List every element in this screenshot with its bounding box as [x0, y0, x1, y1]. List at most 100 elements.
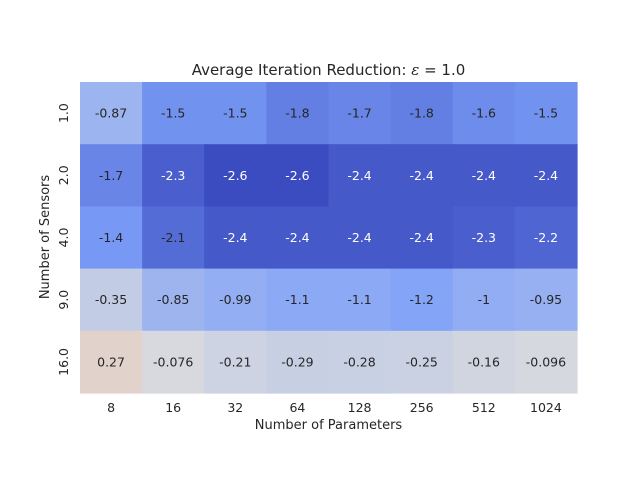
heatmap-cell-value-label: -1.5 — [223, 106, 247, 121]
chart-title-math-rest: = 1.0 — [419, 61, 465, 79]
heatmap-cell-value-label: -2.3 — [472, 230, 496, 245]
heatmap-cell-value-label: -0.096 — [526, 354, 566, 369]
heatmap-cell — [80, 330, 143, 394]
heatmap-cell — [452, 330, 516, 394]
heatmap-cell-value-label: -2.4 — [347, 168, 371, 183]
heatmap-cell — [390, 330, 454, 394]
heatmap-cell — [390, 144, 454, 207]
heatmap-cell-value-label: -2.4 — [347, 230, 371, 245]
heatmap-cell-value-label: -1.7 — [347, 106, 371, 121]
heatmap-cell-value-label: -1.4 — [99, 230, 123, 245]
heatmap-cell-value-label: -0.87 — [95, 106, 127, 121]
heatmap-cell — [80, 206, 143, 270]
y-tick-label: 16.0 — [56, 348, 71, 376]
chart-title-math-symbol: ε — [411, 61, 419, 79]
heatmap-cell — [204, 144, 267, 207]
heatmap-cell — [80, 268, 143, 332]
heatmap-cell — [204, 206, 267, 270]
heatmap-cells: -0.87 -1.5 -1.5 -1.8 -1.7 -1.8 -1.6 -1.5 -1.7 -2.… — [80, 82, 578, 394]
heatmap-cell-value-label: -1.5 — [161, 106, 185, 121]
x-axis-label: Number of Parameters — [255, 418, 403, 433]
x-tick-label: 16 — [165, 400, 181, 415]
heatmap-cell-value-label: -0.99 — [219, 292, 251, 307]
heatmap-cell-value-label: -0.21 — [219, 354, 251, 369]
heatmap-cell-value-label: -0.95 — [530, 292, 562, 307]
heatmap-cell — [328, 206, 392, 270]
heatmap-cell — [204, 330, 267, 394]
heatmap-cell — [328, 268, 392, 332]
heatmap-cell-value-label: -0.35 — [95, 292, 127, 307]
y-tick-labels: 1.0 2.0 4.0 9.0 16.0 — [56, 103, 71, 376]
heatmap-cell-value-label: -2.4 — [409, 168, 433, 183]
heatmap-cell-value-label: 0.27 — [97, 354, 125, 369]
heatmap-cell-value-label: -1 — [478, 292, 490, 307]
heatmap-cell-value-label: -1.7 — [99, 168, 123, 183]
heatmap-cell-value-label: -2.4 — [472, 168, 496, 183]
heatmap-cell-value-label: -0.29 — [281, 354, 313, 369]
heatmap-cell-value-label: -0.076 — [153, 354, 193, 369]
heatmap-cell — [142, 330, 205, 394]
heatmap-cell — [514, 206, 578, 270]
heatmap-cell-value-label: -2.3 — [161, 168, 185, 183]
x-tick-label: 1024 — [530, 400, 562, 415]
heatmap-cell-value-label: -1.1 — [347, 292, 371, 307]
chart-title: Average Iteration Reduction: ε = 1.0 — [192, 61, 466, 79]
heatmap-cell-value-label: -0.85 — [157, 292, 189, 307]
heatmap-cell-value-label: -2.4 — [409, 230, 433, 245]
heatmap-cell — [80, 144, 143, 207]
heatmap-cell — [452, 82, 516, 145]
heatmap-cell-value-label: -2.6 — [223, 168, 247, 183]
heatmap-cell — [390, 206, 454, 270]
heatmap-cell-value-label: -1.2 — [409, 292, 433, 307]
heatmap-cell-value-label: -0.16 — [468, 354, 500, 369]
y-tick-label: 2.0 — [56, 165, 71, 185]
heatmap-cell — [142, 144, 205, 207]
heatmap-cell-value-label: -1.5 — [534, 106, 558, 121]
heatmap-cell-value-label: -2.4 — [534, 168, 558, 183]
heatmap-cell — [266, 330, 330, 394]
heatmap-cell — [514, 144, 578, 207]
x-tick-label: 32 — [227, 400, 243, 415]
heatmap-cell — [328, 330, 392, 394]
heatmap-cell — [142, 206, 205, 270]
heatmap-cell — [266, 144, 330, 207]
x-tick-label: 64 — [289, 400, 305, 415]
heatmap-cell-value-label: -2.4 — [285, 230, 309, 245]
heatmap-cell — [80, 82, 143, 145]
y-tick-label: 1.0 — [56, 103, 71, 123]
heatmap-cell-value-label: -0.28 — [343, 354, 375, 369]
x-tick-labels: 8 16 32 64 128 256 512 1024 — [107, 400, 562, 415]
heatmap-cell — [514, 268, 578, 332]
heatmap-cell — [514, 82, 578, 145]
heatmap-cell-value-label: -2.2 — [534, 230, 558, 245]
heatmap-cell — [142, 268, 205, 332]
heatmap-cell — [452, 268, 516, 332]
heatmap-cell — [390, 82, 454, 145]
heatmap-cell — [390, 268, 454, 332]
heatmap-cell — [266, 82, 330, 145]
x-tick-label: 8 — [107, 400, 115, 415]
y-tick-label: 9.0 — [56, 290, 71, 310]
heatmap-cell — [266, 206, 330, 270]
heatmap-cell — [204, 82, 267, 145]
heatmap-cell — [452, 206, 516, 270]
y-tick-label: 4.0 — [56, 228, 71, 248]
heatmap-cell-value-label: -1.8 — [285, 106, 309, 121]
heatmap-cell-value-label: -2.4 — [223, 230, 247, 245]
heatmap-cell-value-label: -0.25 — [406, 354, 438, 369]
heatmap-cell-value-label: -2.1 — [161, 230, 185, 245]
y-axis-label: Number of Sensors — [38, 175, 53, 300]
chart-title-prefix: Average Iteration Reduction: — [192, 61, 412, 79]
heatmap-cell — [514, 330, 578, 394]
heatmap-cell — [266, 268, 330, 332]
heatmap-cell-value-label: -1.8 — [409, 106, 433, 121]
heatmap-cell — [142, 82, 205, 145]
heatmap-cell-value-label: -2.6 — [285, 168, 309, 183]
x-tick-label: 512 — [472, 400, 496, 415]
heatmap-cell-value-label: -1.6 — [472, 106, 496, 121]
heatmap-cell — [452, 144, 516, 207]
heatmap-cell — [328, 144, 392, 207]
heatmap-cell-value-label: -1.1 — [285, 292, 309, 307]
heatmap-cell — [328, 82, 392, 145]
